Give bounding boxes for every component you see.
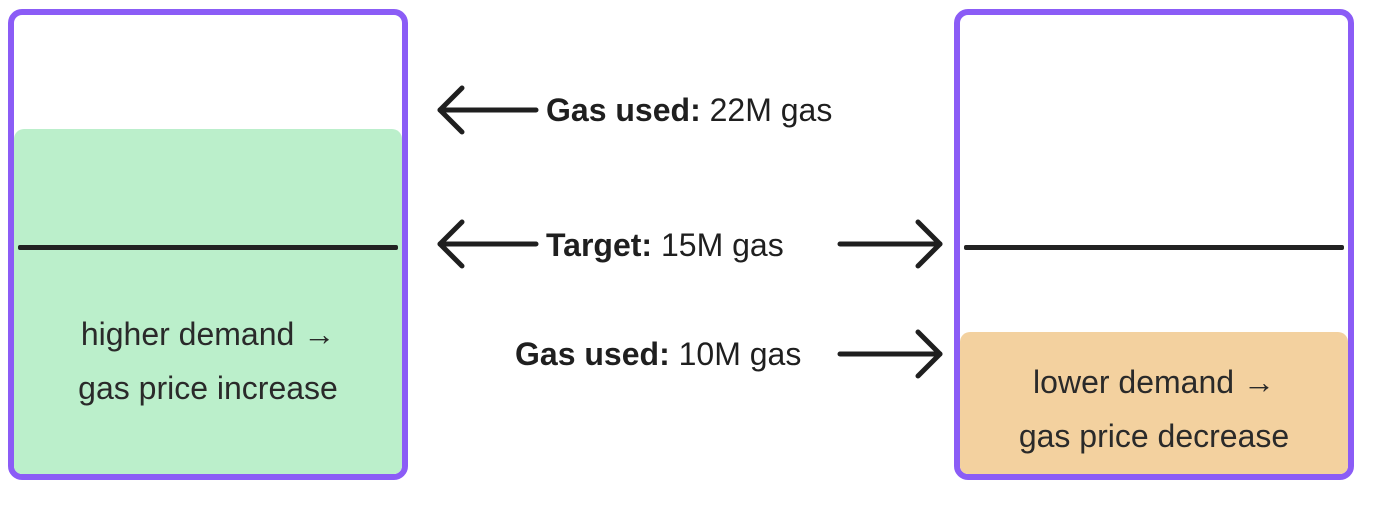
label-value: 15M gas (652, 227, 784, 263)
block-low-demand: lower demand → gas price decrease (954, 9, 1354, 480)
label-target: Target: 15M gas (546, 225, 784, 265)
low-demand-text: lower demand → gas price decrease (1018, 364, 1290, 454)
label-key: Gas used: (515, 336, 670, 372)
arrow-right-icon (837, 219, 943, 269)
label-key: Gas used: (546, 92, 701, 128)
block-high-demand: higher demand → gas price increase (8, 9, 408, 480)
gas-used-fill-high (14, 129, 402, 474)
label-gas-used-low: Gas used: 10M gas (515, 334, 801, 374)
label-key: Target: (546, 227, 653, 263)
arrow-left-icon (437, 219, 539, 269)
label-value: 22M gas (700, 92, 833, 128)
high-demand-text: higher demand → gas price increase (78, 316, 338, 406)
target-line-right (964, 245, 1344, 250)
target-line-left (18, 245, 398, 250)
label-gas-used-high: Gas used: 22M gas (546, 90, 832, 130)
arrow-left-icon (437, 85, 539, 135)
label-value: 10M gas (669, 336, 802, 372)
gas-used-fill-low (960, 332, 1348, 474)
arrow-right-icon (837, 329, 943, 379)
